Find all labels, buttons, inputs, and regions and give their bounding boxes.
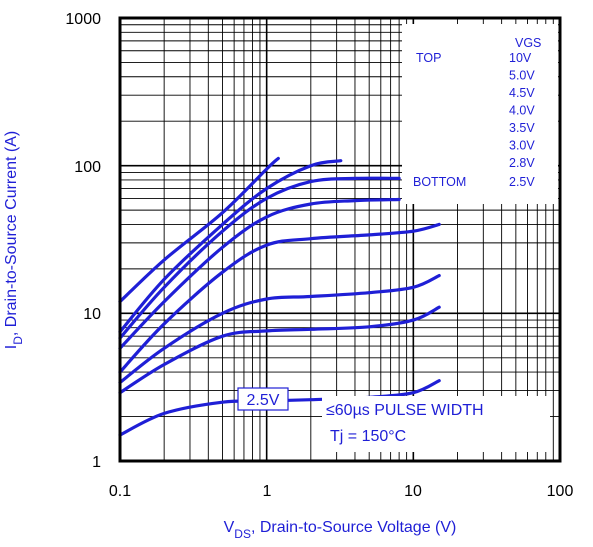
x-axis-label: VDS, Drain-to-Source Voltage (V) <box>224 519 457 541</box>
series-line-3-5v <box>118 222 441 374</box>
conditions-box <box>322 396 550 452</box>
legend-top-label: TOP <box>416 51 441 65</box>
legend-entry: 3.5V <box>509 121 535 135</box>
x-tick-label: 1 <box>263 483 272 500</box>
legend-entry: 4.5V <box>509 86 535 100</box>
x-tick-label: 0.1 <box>109 483 131 500</box>
series-line-2-8v <box>118 305 441 395</box>
series-line-3-0v <box>118 274 441 385</box>
curve-label-box <box>237 387 289 411</box>
legend-bottom-label: BOTTOM <box>413 175 466 189</box>
series-line-5-0v <box>118 159 343 334</box>
plot-frame <box>118 16 562 463</box>
legend-entry: 4.0V <box>509 104 535 118</box>
legend-entry: 2.5V <box>509 175 535 189</box>
series-line-4-5v <box>118 176 401 340</box>
legend-entry: 5.0V <box>509 69 535 83</box>
legend: VGS TOP BOTTOM 10V 5.0V 4.5V 4.0V 3.5V 3… <box>413 36 541 189</box>
series-line-4-0v <box>118 197 401 350</box>
legend-header: VGS <box>515 36 541 50</box>
y-tick-label: 10 <box>83 306 101 323</box>
x-tick-label: 100 <box>547 483 574 500</box>
y-tick-label: 1000 <box>65 11 101 28</box>
legend-backdrop <box>402 24 558 204</box>
legend-entry: 3.0V <box>509 139 535 153</box>
y-tick-label: 100 <box>74 159 101 176</box>
y-axis-label: ID, Drain-to-Source Current (A) <box>3 131 25 350</box>
legend-entry: 10V <box>509 51 532 65</box>
curve-label: 2.5V <box>247 392 280 409</box>
x-tick-labels: 0.1 1 10 100 <box>109 483 574 500</box>
y-tick-label: 1 <box>92 454 101 471</box>
x-tick-label: 10 <box>404 483 422 500</box>
temperature-annotation: Tj = 150°C <box>330 428 406 445</box>
y-tick-labels: 1 10 100 1000 <box>65 11 101 471</box>
legend-entry: 2.8V <box>509 156 535 170</box>
series-layer <box>118 156 441 437</box>
pulse-width-annotation: ≤60µs PULSE WIDTH <box>326 402 484 419</box>
series-line-10v <box>118 156 280 304</box>
